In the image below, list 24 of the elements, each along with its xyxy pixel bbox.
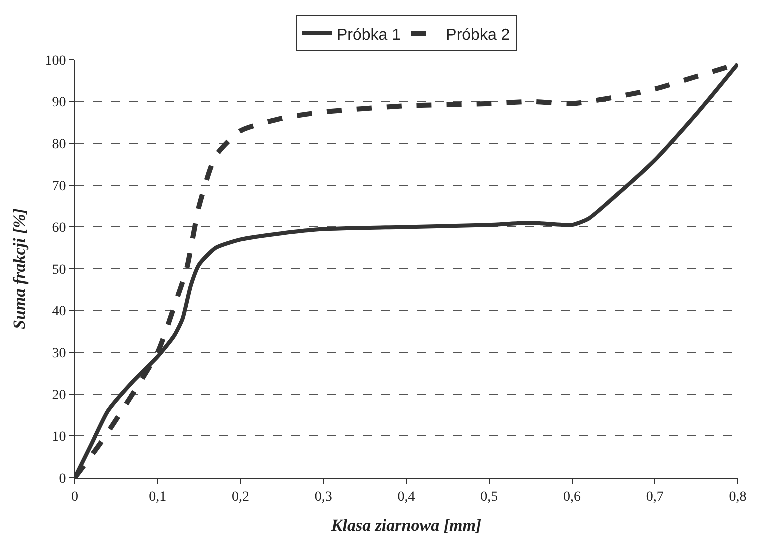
y-axis-title: Suma frakcji [%]: [10, 208, 29, 330]
y-tick-label: 90: [52, 96, 66, 111]
x-axis-title: Klasa ziarnowa [mm]: [330, 516, 482, 536]
legend-label: Próbka 2: [446, 26, 510, 44]
x-tick-label: 0,4: [398, 490, 416, 505]
y-tick-label: 50: [52, 262, 66, 278]
y-tick-label: 20: [52, 388, 66, 404]
x-tick-label: 0: [72, 490, 78, 505]
y-tick-label: 60: [52, 221, 66, 236]
y-tick-label: 80: [52, 138, 66, 152]
x-tick-label: 0,5: [480, 490, 498, 505]
x-tick-label: 0,6: [564, 490, 581, 505]
x-tick-label: 0,8: [729, 490, 747, 505]
x-tick-label: 0,1: [149, 490, 167, 505]
y-tick-label: 40: [52, 304, 66, 320]
x-tick-label: 0,2: [232, 490, 250, 505]
legend-label: Próbka 1: [337, 26, 402, 44]
y-tick-label: 10: [52, 430, 66, 446]
y-tick-label: 30: [52, 346, 66, 362]
y-tick-label: 70: [52, 179, 66, 194]
x-tick-label: 0,3: [314, 490, 332, 505]
x-tick-label: 0,7: [646, 490, 664, 505]
y-tick-label: 100: [45, 54, 66, 69]
y-tick-label: 0: [59, 472, 66, 487]
